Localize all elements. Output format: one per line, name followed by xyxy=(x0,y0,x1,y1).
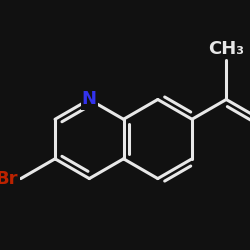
Text: CH₃: CH₃ xyxy=(208,40,244,58)
Text: Br: Br xyxy=(0,170,18,188)
Text: N: N xyxy=(82,90,97,108)
